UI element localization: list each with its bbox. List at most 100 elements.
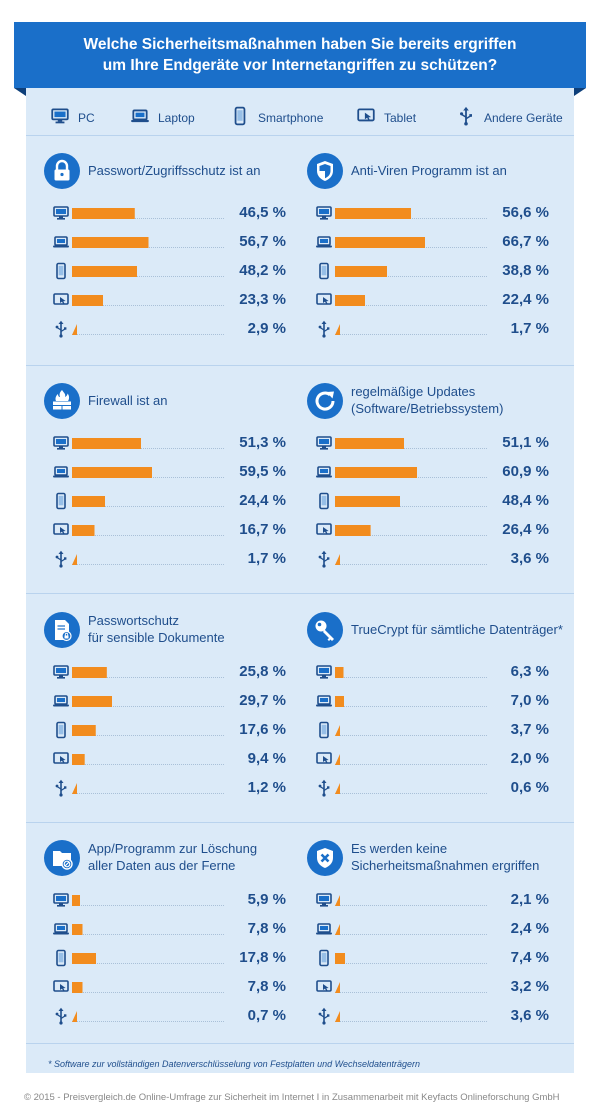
- row-guide: [72, 735, 224, 736]
- row-guide: [72, 905, 224, 906]
- row-guide: [72, 1021, 224, 1022]
- smartphone-icon: [315, 721, 333, 739]
- panel-title-line: Sicherheitsmaßnahmen ergriffen: [351, 858, 540, 873]
- pc-icon: [315, 204, 333, 222]
- usb-icon: [52, 779, 70, 797]
- value-label: 16,7 %: [239, 521, 286, 538]
- chart-title-line-1: Welche Sicherheitsmaßnahmen haben Sie be…: [83, 36, 517, 53]
- banner-fold-left: [14, 88, 26, 96]
- smartphone-icon: [315, 492, 333, 510]
- lock-icon: [44, 153, 80, 189]
- chart-title: Welche Sicherheitsmaßnahmen haben Sie be…: [14, 22, 586, 88]
- folder-delete-icon: [44, 840, 80, 876]
- value-label: 25,8 %: [239, 663, 286, 680]
- value-label: 3,6 %: [510, 1007, 549, 1024]
- value-label: 23,3 %: [239, 291, 286, 308]
- smartphone-icon: [230, 106, 250, 129]
- laptop-icon: [52, 692, 70, 710]
- row-guide: [335, 934, 487, 935]
- laptop-icon: [315, 920, 333, 938]
- legend-item-pc: PC: [50, 106, 95, 129]
- bar-usb: [72, 554, 77, 565]
- bar-smartphone: [335, 496, 401, 507]
- panel-title-line: Passwort/Zugriffsschutz ist an: [88, 163, 261, 178]
- laptop-icon: [130, 106, 150, 129]
- value-label: 3,7 %: [510, 721, 549, 738]
- row-guide: [72, 564, 224, 565]
- value-label: 48,4 %: [502, 492, 549, 509]
- bar-laptop: [335, 467, 418, 478]
- smartphone-icon: [52, 721, 70, 739]
- usb-icon: [315, 550, 333, 568]
- bar-laptop: [72, 467, 153, 478]
- tablet-icon: [315, 750, 333, 768]
- panel-title-line: aller Daten aus der Ferne: [88, 858, 236, 873]
- row-guide: [72, 218, 224, 219]
- panel-title-line: Es werden keine: [351, 841, 448, 856]
- value-label: 17,8 %: [239, 949, 286, 966]
- value-label: 2,4 %: [510, 920, 549, 937]
- panel-title: Passwortschutz für sensible Dokumente: [88, 612, 225, 646]
- bar-usb: [335, 783, 340, 794]
- usb-icon: [52, 1007, 70, 1025]
- banner-fold-right: [574, 88, 586, 96]
- panel-title-line: (Software/Betriebssystem): [351, 401, 504, 416]
- divider: [26, 365, 574, 366]
- value-label: 2,9 %: [247, 320, 286, 337]
- value-label: 7,0 %: [510, 692, 549, 709]
- laptop-icon: [315, 233, 333, 251]
- value-label: 46,5 %: [239, 204, 286, 221]
- value-label: 51,3 %: [239, 434, 286, 451]
- tablet-icon: [52, 521, 70, 539]
- usb-icon: [456, 106, 476, 129]
- bar-usb: [335, 1011, 340, 1022]
- refresh-icon: [307, 383, 343, 419]
- laptop-icon: [315, 692, 333, 710]
- legend-item-usb: Andere Geräte: [456, 106, 563, 129]
- panel-title-line: Anti-Viren Programm ist an: [351, 163, 507, 178]
- bar-smartphone: [335, 266, 388, 277]
- copyright: © 2015 - Preisvergleich.de Online-Umfrag…: [24, 1092, 560, 1103]
- bar-laptop: [72, 237, 149, 248]
- laptop-icon: [52, 463, 70, 481]
- row-guide: [72, 793, 224, 794]
- usb-icon: [52, 550, 70, 568]
- value-label: 48,2 %: [239, 262, 286, 279]
- pc-icon: [50, 106, 70, 129]
- value-label: 6,3 %: [510, 663, 549, 680]
- divider: [26, 135, 574, 136]
- row-guide: [335, 506, 487, 507]
- laptop-icon: [52, 233, 70, 251]
- row-guide: [72, 276, 224, 277]
- row-guide: [72, 992, 224, 993]
- row-guide: [335, 992, 487, 993]
- row-guide: [72, 305, 224, 306]
- bar-pc: [335, 667, 344, 678]
- row-guide: [335, 305, 487, 306]
- pc-icon: [52, 204, 70, 222]
- bar-laptop: [72, 696, 113, 707]
- smartphone-icon: [52, 492, 70, 510]
- row-guide: [72, 963, 224, 964]
- panel-title-line: regelmäßige Updates: [351, 384, 476, 399]
- divider: [26, 593, 574, 594]
- pc-icon: [315, 663, 333, 681]
- shield-icon: [307, 153, 343, 189]
- panel-title: App/Programm zur Löschung aller Daten aus…: [88, 840, 257, 874]
- panel-title: Es werden keine Sicherheitsmaßnahmen ergr…: [351, 840, 539, 874]
- panel-title-line: TrueCrypt für sämtliche Datenträger*: [351, 622, 563, 637]
- firewall-icon: [44, 383, 80, 419]
- divider: [26, 1043, 574, 1044]
- row-guide: [335, 448, 487, 449]
- pc-icon: [52, 434, 70, 452]
- row-guide: [335, 905, 487, 906]
- row-guide: [335, 535, 487, 536]
- laptop-icon: [315, 463, 333, 481]
- document-lock-icon: [44, 612, 80, 648]
- bar-pc: [335, 438, 404, 449]
- row-guide: [335, 706, 487, 707]
- row-guide: [335, 677, 487, 678]
- pc-icon: [315, 434, 333, 452]
- usb-icon: [52, 320, 70, 338]
